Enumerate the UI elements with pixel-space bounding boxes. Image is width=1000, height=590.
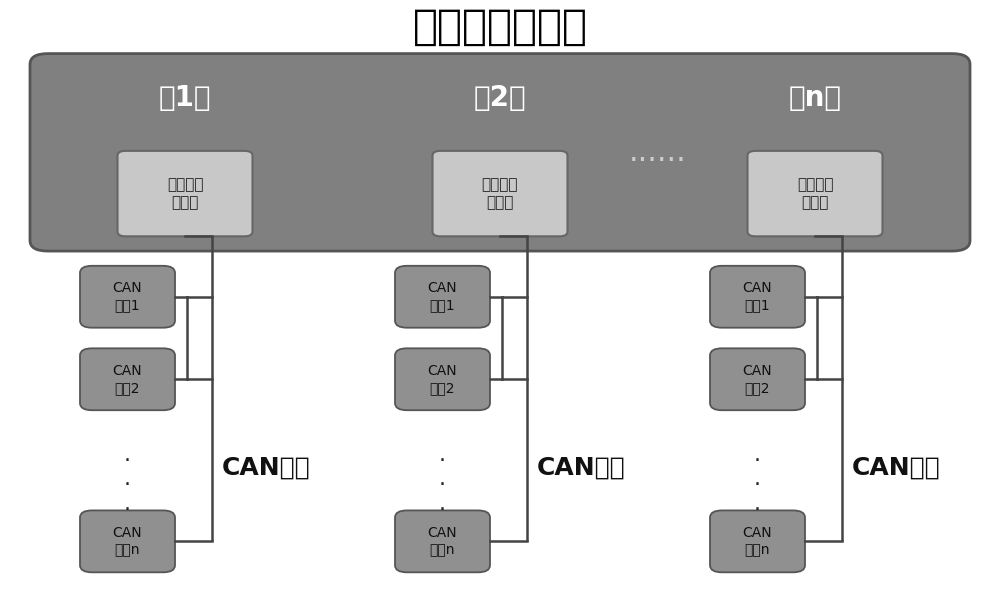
FancyBboxPatch shape xyxy=(80,266,175,327)
FancyBboxPatch shape xyxy=(395,266,490,327)
Text: 第2路: 第2路 xyxy=(474,84,526,112)
Text: CAN总线: CAN总线 xyxy=(537,455,626,480)
FancyBboxPatch shape xyxy=(80,348,175,410)
Text: CAN
设备1: CAN 设备1 xyxy=(113,281,142,312)
FancyBboxPatch shape xyxy=(395,510,490,572)
FancyBboxPatch shape xyxy=(710,510,805,572)
Text: CAN
设备n: CAN 设备n xyxy=(743,526,772,557)
Text: 底层控制
电路板: 底层控制 电路板 xyxy=(167,177,203,211)
FancyBboxPatch shape xyxy=(710,348,805,410)
Text: ·
·
·: · · · xyxy=(754,451,761,520)
Text: ·
·
·: · · · xyxy=(124,451,131,520)
Text: CAN
设备2: CAN 设备2 xyxy=(743,363,772,395)
Text: 底层控制
电路板: 底层控制 电路板 xyxy=(482,177,518,211)
Text: CAN总线: CAN总线 xyxy=(222,455,311,480)
Text: CAN
设备2: CAN 设备2 xyxy=(428,363,457,395)
Text: CAN
设备2: CAN 设备2 xyxy=(113,363,142,395)
FancyBboxPatch shape xyxy=(30,54,970,251)
FancyBboxPatch shape xyxy=(710,266,805,327)
Text: 第n路: 第n路 xyxy=(788,84,842,112)
Text: ......: ...... xyxy=(629,138,686,167)
Text: 底层控制
电路板: 底层控制 电路板 xyxy=(797,177,833,211)
Text: CAN
设备n: CAN 设备n xyxy=(113,526,142,557)
FancyBboxPatch shape xyxy=(747,151,883,237)
Text: CAN
设备1: CAN 设备1 xyxy=(743,281,772,312)
Text: 第1路: 第1路 xyxy=(159,84,211,112)
FancyBboxPatch shape xyxy=(432,151,568,237)
FancyBboxPatch shape xyxy=(395,348,490,410)
Text: CAN
设备1: CAN 设备1 xyxy=(428,281,457,312)
Text: ·
·
·: · · · xyxy=(439,451,446,520)
Text: CAN
设备n: CAN 设备n xyxy=(428,526,457,557)
FancyBboxPatch shape xyxy=(80,510,175,572)
FancyBboxPatch shape xyxy=(118,151,252,237)
Text: 充放电测试设备: 充放电测试设备 xyxy=(413,6,588,48)
Text: CAN总线: CAN总线 xyxy=(852,455,941,480)
